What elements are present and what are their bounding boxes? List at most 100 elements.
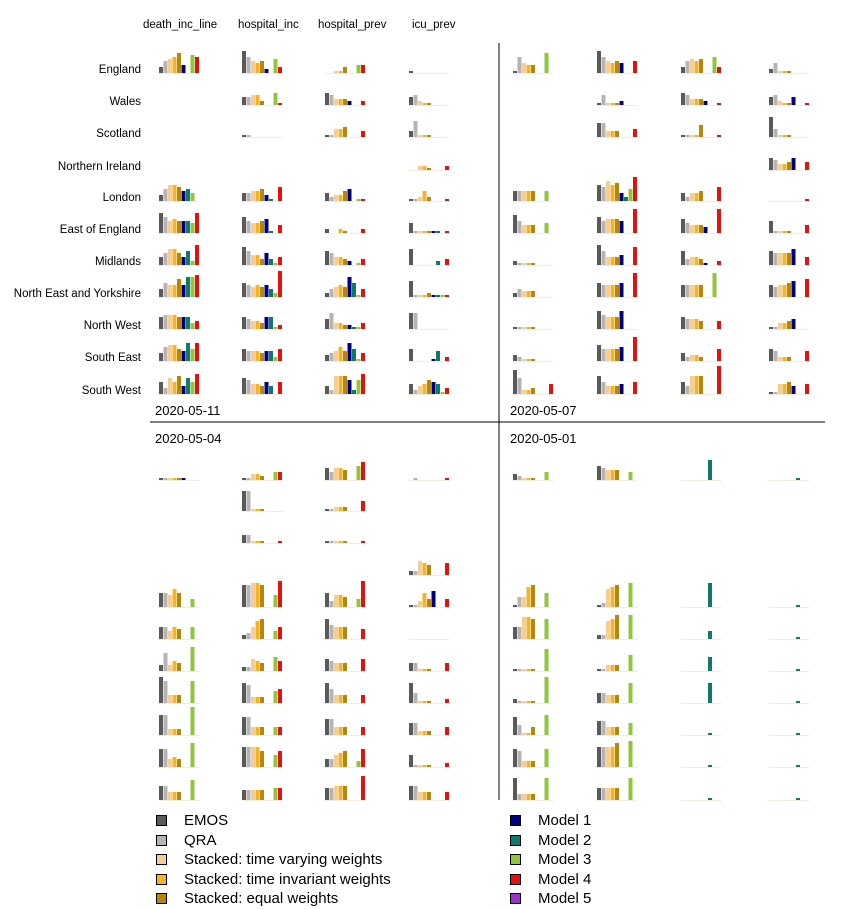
bar-2020-05-04-north-east-and-yorkshire-death_inc_line-emos	[159, 677, 163, 703]
bar-2020-05-11-north-west-hospital_inc-model-4	[278, 325, 282, 329]
bar-2020-05-11-north-east-and-yorkshire-hospital_inc-model-3	[273, 293, 278, 297]
bar-2020-05-07-north-west-icu_prev-qra	[773, 327, 778, 329]
bar-2020-05-04-midlands-death_inc_line-emos	[159, 665, 163, 671]
bar-2020-05-11-midlands-hospital_prev-model-1	[347, 261, 352, 265]
row-label-north-east-and-yorkshire: North East and Yorkshire	[14, 288, 141, 300]
bar-2020-05-11-north-west-death_inc_line-model-1	[181, 317, 186, 329]
bar-2020-05-11-north-east-and-yorkshire-hospital_prev-model-2	[352, 283, 356, 297]
bar-2020-05-04-north-east-and-yorkshire-hospital_prev-qra	[329, 689, 334, 703]
bar-2020-05-11-north-east-and-yorkshire-death_inc_line-qra	[163, 283, 168, 297]
bar-2020-05-07-london-hospital_inc-emos	[597, 185, 601, 201]
bar-2020-05-01-england-hospital_inc-stacked-equal-weights	[615, 470, 619, 480]
bar-2020-05-01-north-east-and-yorkshire-hospital_inc-stacked-time-invariant-weights	[610, 695, 615, 703]
bar-2020-05-04-london-icu_prev-qra	[413, 605, 418, 607]
bar-2020-05-04-north-east-and-yorkshire-death_inc_line-stacked-time-varying-weights	[168, 695, 172, 703]
bar-2020-05-01-east-of-england-death_inc_line-qra	[517, 627, 522, 639]
bar-2020-05-07-north-west-death_inc_line-qra	[517, 327, 522, 329]
bar-2020-05-11-south-west-icu_prev-model-4	[445, 388, 449, 394]
bar-2020-05-07-south-east-death_inc_line-qra	[517, 357, 522, 361]
bar-2020-05-11-wales-hospital_inc-model-3	[273, 93, 278, 105]
bar-2020-05-11-east-of-england-hospital_inc-model-4	[278, 225, 282, 233]
bar-2020-05-11-london-icu_prev-stacked-time-invariant-weights	[422, 191, 427, 201]
bar-2020-05-04-northern-ireland-icu_prev-stacked-time-varying-weights	[418, 561, 422, 575]
bar-2020-05-11-south-east-icu_prev-model-1	[431, 359, 436, 361]
bar-2020-05-01-england-death_inc_line-stacked-equal-weights	[531, 478, 535, 480]
bar-2020-05-01-east-of-england-hospital_inc-stacked-time-varying-weights	[606, 621, 610, 639]
column-header-hospital-inc: hospital_inc	[238, 19, 299, 31]
bar-2020-05-11-north-east-and-yorkshire-icu_prev-stacked-equal-weights	[427, 293, 431, 297]
bar-2020-05-11-south-west-death_inc_line-model-4	[195, 374, 199, 394]
bar-2020-05-11-midlands-hospital_inc-stacked-time-varying-weights	[251, 255, 255, 265]
column-header-hospital-prev: hospital_prev	[318, 19, 387, 31]
bar-2020-05-07-north-east-and-yorkshire-hospital_inc-stacked-time-varying-weights	[606, 285, 610, 297]
bar-2020-05-11-midlands-hospital_inc-qra	[246, 251, 251, 265]
bar-2020-05-04-scotland-hospital_inc-qra	[246, 535, 251, 543]
bar-2020-05-04-north-east-and-yorkshire-hospital_inc-emos	[242, 683, 246, 703]
bar-2020-05-07-scotland-icu_prev-stacked-time-invariant-weights	[782, 135, 787, 137]
bar-2020-05-11-north-east-and-yorkshire-death_inc_line-stacked-equal-weights	[177, 279, 181, 297]
bar-2020-05-07-south-east-icu_prev-emos	[769, 349, 773, 361]
bar-2020-05-07-northern-ireland-icu_prev-model-1	[791, 158, 796, 170]
bar-2020-05-04-london-death_inc_line-model-3	[190, 599, 195, 607]
bar-2020-05-04-scotland-hospital_prev-model-4	[361, 541, 365, 543]
bar-2020-05-04-wales-hospital_inc-qra	[246, 491, 251, 511]
bar-2020-05-07-scotland-hospital_prev-stacked-time-invariant-weights	[694, 135, 699, 137]
bar-2020-05-01-england-icu_prev-model-2	[796, 478, 800, 480]
bar-2020-05-11-london-icu_prev-stacked-equal-weights	[427, 197, 431, 201]
bar-2020-05-04-england-death_inc_line-stacked-equal-weights	[177, 478, 181, 480]
bar-2020-05-04-london-hospital_inc-stacked-time-varying-weights	[251, 583, 255, 607]
bar-2020-05-04-london-icu_prev-model-4	[445, 599, 449, 607]
bar-2020-05-07-london-hospital_prev-emos	[681, 193, 685, 201]
bar-2020-05-01-north-west-hospital_inc-model-3	[628, 723, 633, 735]
bar-2020-05-11-east-of-england-hospital_inc-emos	[242, 217, 246, 233]
bar-2020-05-07-midlands-icu_prev-emos	[769, 251, 773, 265]
bar-2020-05-01-midlands-death_inc_line-qra	[517, 669, 522, 671]
bar-2020-05-11-england-hospital_inc-model-4	[278, 67, 282, 73]
legend-swatch	[156, 815, 167, 827]
bar-2020-05-11-east-of-england-icu_prev-stacked-time-varying-weights	[418, 231, 422, 233]
bar-2020-05-07-north-east-and-yorkshire-hospital_prev-emos	[681, 285, 685, 297]
bar-2020-05-04-south-west-hospital_inc-stacked-time-invariant-weights	[255, 790, 260, 800]
bar-2020-05-01-london-hospital_inc-qra	[601, 603, 606, 607]
bar-2020-05-04-midlands-icu_prev-emos	[409, 663, 413, 671]
bar-2020-05-01-london-death_inc_line-stacked-equal-weights	[531, 585, 535, 607]
bar-2020-05-04-midlands-death_inc_line-stacked-time-invariant-weights	[172, 661, 177, 671]
bar-2020-05-11-east-of-england-death_inc_line-stacked-time-varying-weights	[168, 221, 172, 233]
bar-2020-05-07-north-east-and-yorkshire-icu_prev-stacked-time-varying-weights	[778, 285, 782, 297]
bar-2020-05-11-east-of-england-hospital_prev-emos	[325, 229, 329, 233]
bar-2020-05-11-london-hospital_inc-stacked-equal-weights	[260, 189, 264, 201]
bar-2020-05-01-london-death_inc_line-qra	[517, 597, 522, 607]
bar-2020-05-11-north-west-hospital_prev-model-4	[361, 323, 365, 329]
legend-swatch	[156, 834, 167, 846]
bar-2020-05-11-east-of-england-death_inc_line-model-4	[195, 213, 199, 233]
bar-2020-05-11-south-east-death_inc_line-model-4	[195, 343, 199, 361]
bar-2020-05-04-south-east-hospital_prev-stacked-time-varying-weights	[334, 755, 338, 767]
bar-2020-05-07-northern-ireland-icu_prev-qra	[773, 160, 778, 170]
legend-swatch	[156, 854, 167, 866]
bar-2020-05-11-east-of-england-death_inc_line-qra	[163, 217, 168, 233]
legend-item-emos: EMOS	[156, 811, 391, 831]
bar-2020-05-11-england-hospital_inc-model-3	[273, 59, 278, 73]
bar-2020-05-01-east-of-england-icu_prev-model-2	[796, 637, 800, 639]
bar-2020-05-04-south-east-hospital_inc-stacked-equal-weights	[260, 751, 264, 767]
bar-2020-05-04-south-east-icu_prev-stacked-equal-weights	[427, 765, 431, 767]
bar-2020-05-07-scotland-hospital_inc-emos	[597, 123, 601, 137]
bar-2020-05-01-east-of-england-hospital_inc-emos	[597, 635, 601, 639]
bar-2020-05-01-north-west-icu_prev-model-2	[796, 733, 800, 735]
bar-2020-05-04-midlands-hospital_inc-stacked-time-invariant-weights	[255, 661, 260, 671]
bar-2020-05-07-london-death_inc_line-stacked-time-invariant-weights	[526, 191, 531, 201]
bar-2020-05-04-north-west-death_inc_line-model-3	[190, 707, 195, 735]
bar-2020-05-01-south-east-hospital_inc-stacked-equal-weights	[615, 743, 619, 767]
bar-2020-05-11-scotland-hospital_prev-stacked-time-invariant-weights	[338, 129, 343, 137]
bar-2020-05-11-north-east-and-yorkshire-hospital_inc-model-1	[264, 285, 269, 297]
bar-2020-05-11-england-hospital_inc-stacked-time-varying-weights	[251, 61, 255, 73]
bar-2020-05-11-northern-ireland-icu_prev-model-4	[445, 166, 449, 170]
bar-2020-05-01-north-east-and-yorkshire-hospital_inc-model-3	[628, 683, 633, 703]
bar-2020-05-11-north-east-and-yorkshire-icu_prev-emos	[409, 281, 413, 297]
bar-2020-05-01-south-east-death_inc_line-emos	[513, 749, 517, 767]
bar-2020-05-07-east-of-england-hospital_inc-emos	[597, 217, 601, 233]
bar-2020-05-11-east-of-england-hospital_inc-model-1	[264, 219, 269, 233]
bar-2020-05-11-north-west-hospital_prev-stacked-time-varying-weights	[334, 323, 338, 329]
bar-2020-05-11-midlands-hospital_inc-stacked-time-invariant-weights	[255, 255, 260, 265]
bar-2020-05-11-wales-hospital_inc-emos	[242, 97, 246, 105]
